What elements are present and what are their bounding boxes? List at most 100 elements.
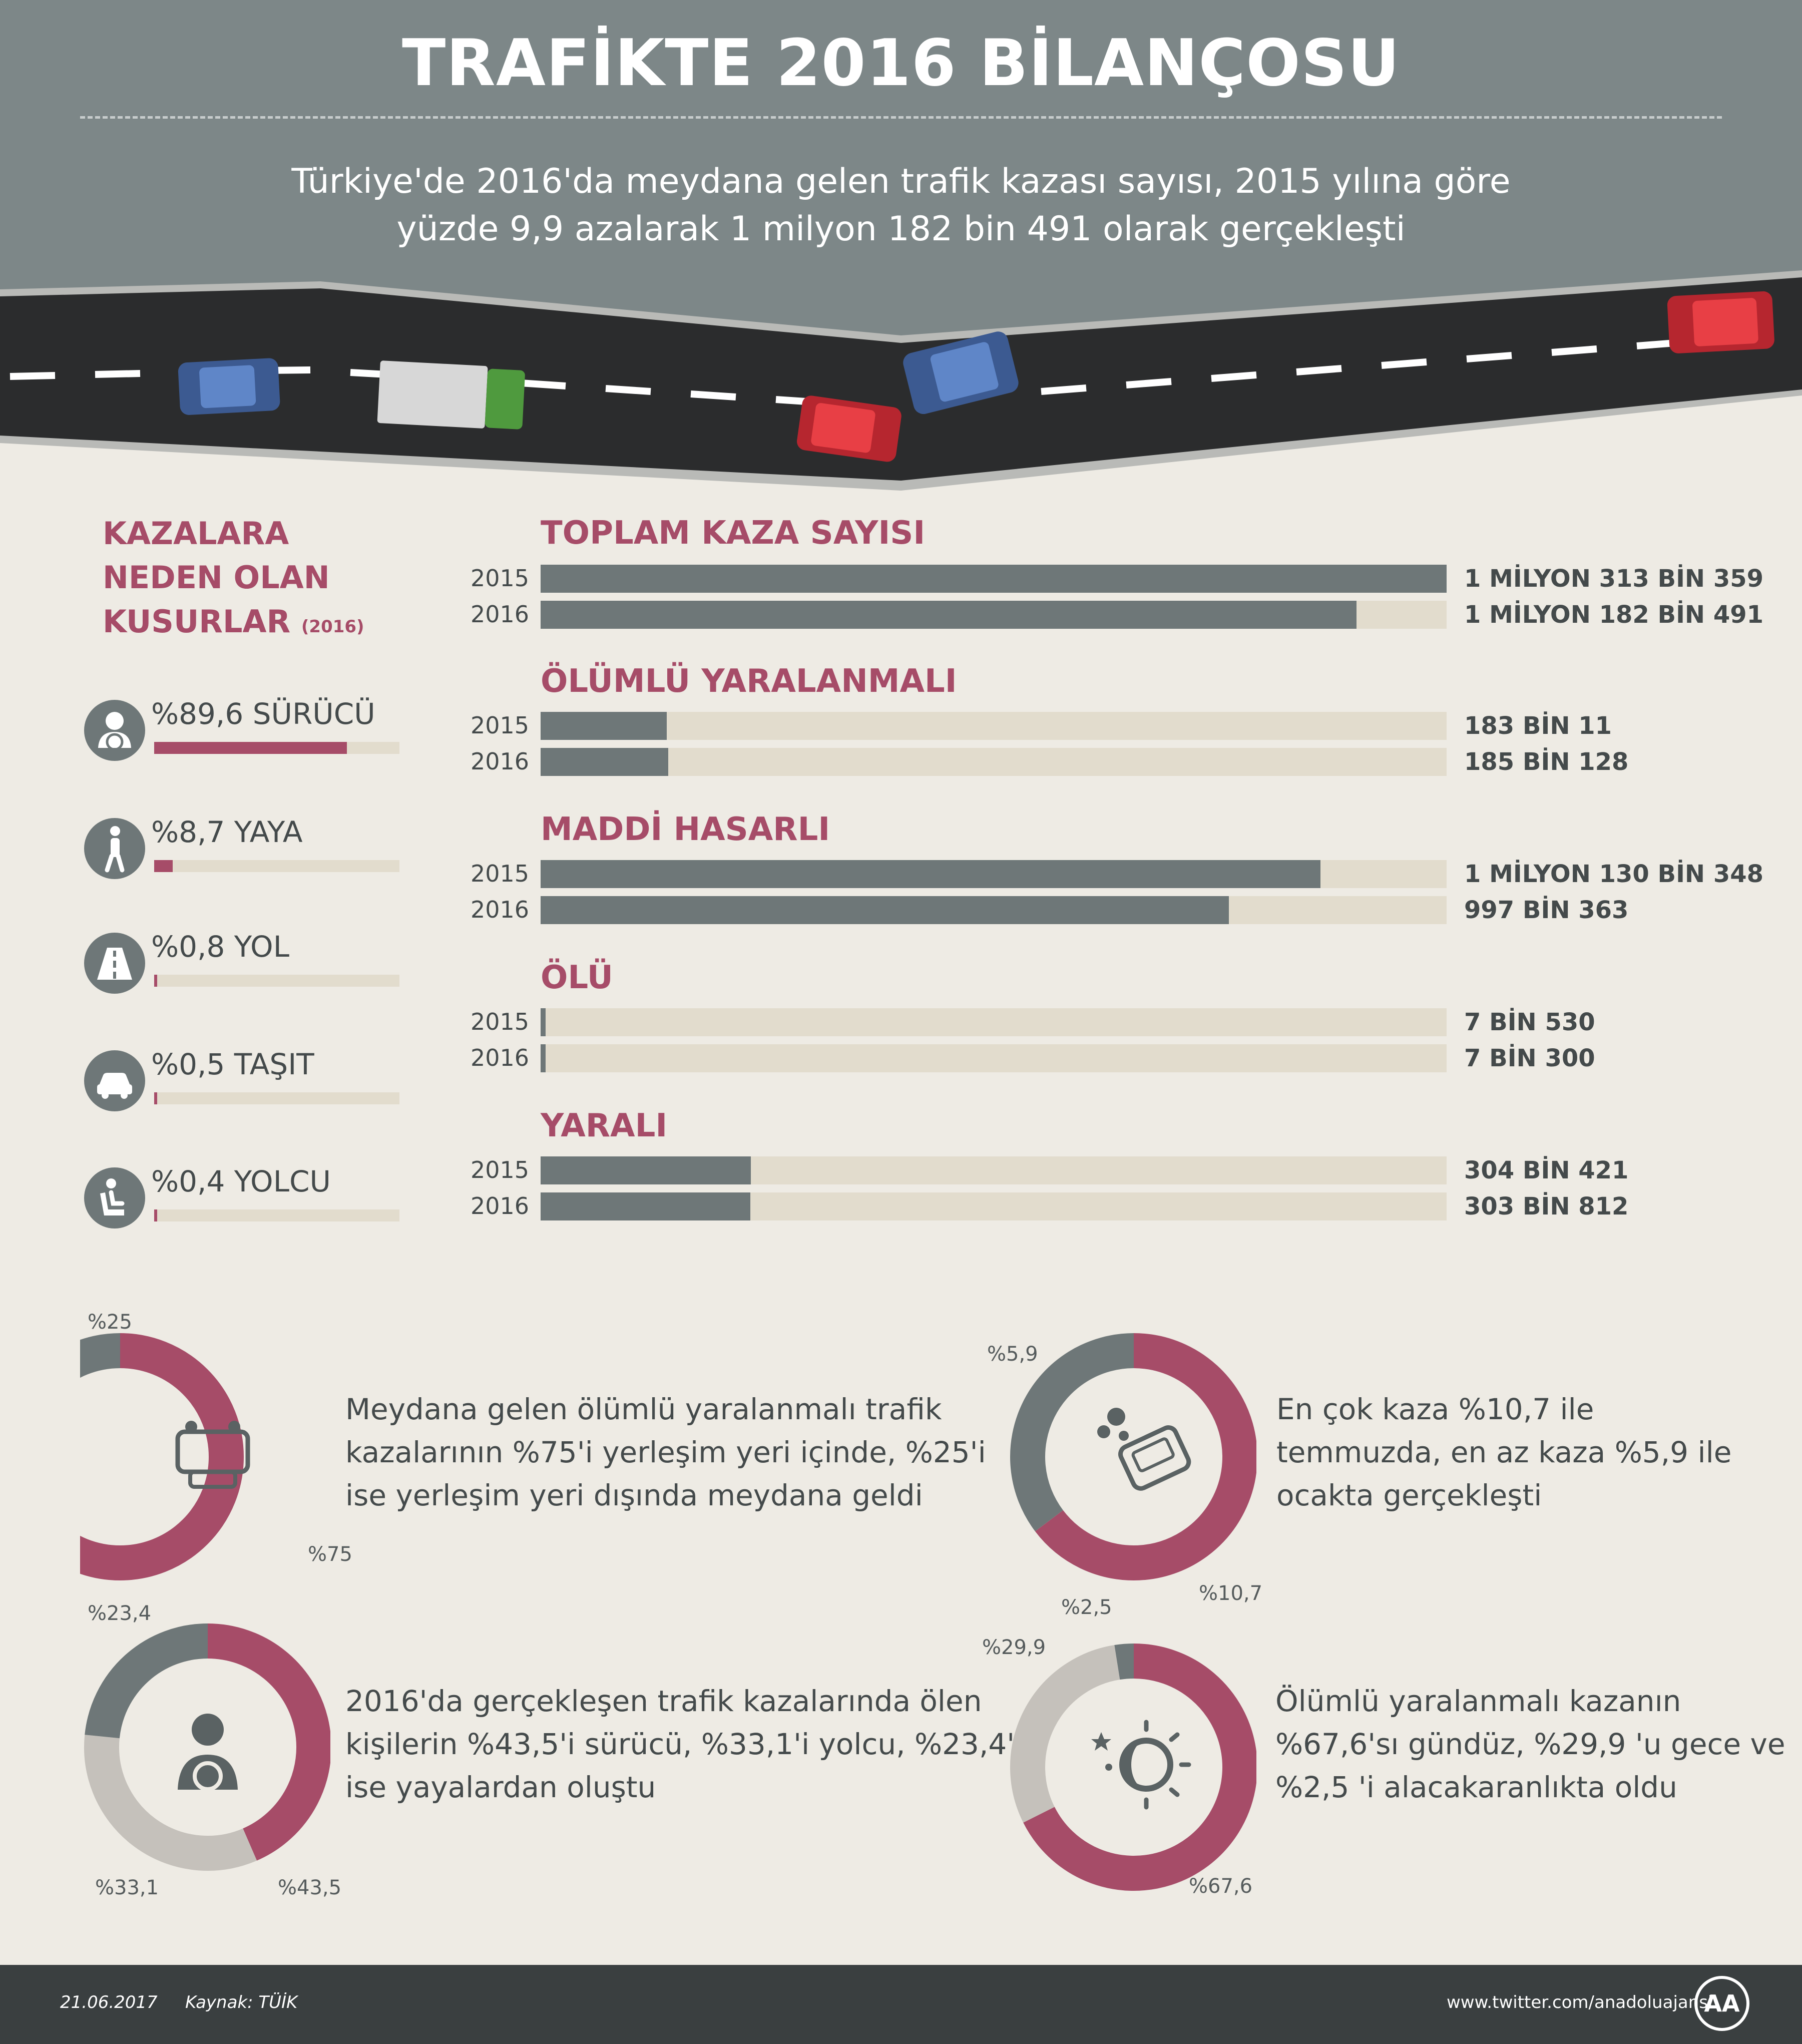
text-line: temmuzda, en az kaza %5,9 ile xyxy=(1276,1435,1732,1469)
year-label: 2016 xyxy=(471,748,530,775)
text-line: Meydana gelen ölümlü yaralanmalı trafik xyxy=(345,1392,942,1426)
donut-slice xyxy=(1010,1645,1120,1823)
fault-bar xyxy=(154,1209,157,1221)
day-night-icon xyxy=(1091,1720,1191,1810)
bar xyxy=(541,1044,546,1072)
text-line: En çok kaza %10,7 ile xyxy=(1276,1392,1594,1426)
bar-track xyxy=(541,896,1447,924)
truck xyxy=(377,360,525,430)
aa-logo-text: AA xyxy=(1704,1990,1740,2017)
road-surface xyxy=(0,277,1802,481)
year-label: 2015 xyxy=(471,712,530,739)
fault-bar-track xyxy=(154,860,399,872)
year-label: 2016 xyxy=(471,896,530,923)
crashed-car-icon xyxy=(1118,1425,1191,1491)
footer-twitter-link[interactable]: www.twitter.com/anadoluajansi xyxy=(1447,1992,1713,2012)
chart-title: MADDİ HASARLI xyxy=(541,811,830,848)
footer-date: 21.06.2017 xyxy=(60,1992,158,2012)
faults-title: KAZALARA NEDEN OLAN KUSURLAR (2016) xyxy=(103,512,364,649)
title-divider xyxy=(80,116,1722,119)
fault-bar-track xyxy=(154,1092,399,1104)
text-line: ocakta gerçekleşti xyxy=(1276,1478,1542,1512)
fault-label: %0,8 YOL xyxy=(151,930,290,964)
bar xyxy=(541,601,1357,629)
overturned-car-icon xyxy=(175,1421,250,1489)
footer-source: Kaynak: TÜİK xyxy=(185,1992,298,2012)
fault-bar-track xyxy=(154,975,399,987)
donut-slice xyxy=(80,1333,244,1580)
text-line: ise yerleşim yeri dışında meydana geldi xyxy=(345,1478,923,1512)
donut-chart-settlement xyxy=(80,1333,250,1580)
bar xyxy=(541,1008,546,1036)
road-icon xyxy=(84,933,145,994)
faults-title-line: KUSURLAR (2016) xyxy=(103,600,364,649)
car-icon xyxy=(84,1050,145,1111)
bar xyxy=(541,896,1229,924)
chart-title: TOPLAM KAZA SAYISI xyxy=(541,515,926,552)
text-line: %67,6'sı gündüz, %29,9 'u gece ve xyxy=(1275,1727,1785,1761)
donut-slice xyxy=(207,1623,330,1861)
value-label: 1 MİLYON 313 BİN 359 xyxy=(1464,565,1764,593)
text-line: ise yayalardan oluştu xyxy=(345,1770,656,1804)
red-car-center xyxy=(797,395,902,462)
driver-icon-large xyxy=(178,1714,238,1791)
year-label: 2016 xyxy=(471,601,530,628)
bar-track xyxy=(541,565,1447,593)
fault-item-vehicle: %0,5 TAŞIT xyxy=(84,1047,399,1130)
aa-logo: AA xyxy=(1694,1976,1749,2031)
bar-track xyxy=(541,1044,1447,1072)
donut-description: En çok kaza %10,7 ile temmuzda, en az ka… xyxy=(1276,1388,1731,1517)
bar xyxy=(541,1156,751,1184)
donut-chart-daytime xyxy=(1010,1644,1256,1891)
bar-track xyxy=(541,601,1447,629)
driver-icon xyxy=(84,700,145,761)
subtitle: Türkiye'de 2016'da meydana gelen trafik … xyxy=(100,158,1702,253)
donut-slice xyxy=(1114,1644,1134,1680)
fault-bar xyxy=(154,1092,157,1104)
donut-slice xyxy=(80,1333,121,1378)
donut-description: Ölümlü yaralanmalı kazanın %67,6'sı günd… xyxy=(1275,1680,1785,1809)
fault-bar xyxy=(154,860,173,872)
donut-slice xyxy=(1023,1644,1256,1891)
fault-label: %0,5 TAŞIT xyxy=(151,1047,314,1081)
passenger-icon xyxy=(84,1167,145,1229)
donut-description: Meydana gelen ölümlü yaralanmalı trafik … xyxy=(345,1388,986,1517)
bar xyxy=(541,565,1447,593)
donut-chart-victims xyxy=(84,1623,330,1871)
value-label: 7 BİN 530 xyxy=(1464,1008,1595,1036)
value-label: 7 BİN 300 xyxy=(1464,1044,1595,1072)
text-line: Ölümlü yaralanmalı kazanın xyxy=(1275,1684,1681,1718)
text-line: kazalarının %75'i yerleşim yeri içinde, … xyxy=(345,1435,986,1469)
subtitle-line-2: yüzde 9,9 azalarak 1 milyon 182 bin 491 … xyxy=(396,209,1406,249)
fault-item-pedestrian: %8,7 YAYA xyxy=(84,815,399,898)
donut-slice xyxy=(85,1623,208,1739)
bar-track xyxy=(541,1156,1447,1184)
donut-slice xyxy=(1010,1333,1134,1531)
value-label: 185 BİN 128 xyxy=(1464,748,1629,776)
year-label: 2015 xyxy=(471,565,530,592)
bar xyxy=(541,748,668,776)
text-line: 2016'da gerçekleşen trafik kazalarında ö… xyxy=(345,1684,982,1718)
slice-label: %75 xyxy=(308,1543,352,1566)
fault-bar-track xyxy=(154,1209,399,1221)
page-title: TRAFİKTE 2016 BİLANÇOSU xyxy=(401,26,1401,101)
fault-label: %8,7 YAYA xyxy=(151,815,303,849)
donut-slice xyxy=(84,1735,257,1871)
year-label: 2015 xyxy=(471,1008,530,1035)
chart-title: YARALI xyxy=(541,1107,668,1144)
value-label: 1 MİLYON 182 BİN 491 xyxy=(1464,601,1764,629)
bar-track xyxy=(541,748,1447,776)
donut-chart-months xyxy=(1010,1333,1256,1580)
slice-label: %33,1 xyxy=(95,1876,159,1899)
bar-track xyxy=(541,1192,1447,1220)
slice-label: %67,6 xyxy=(1189,1875,1253,1898)
year-label: 2016 xyxy=(471,1044,530,1071)
slice-label: %2,5 xyxy=(1061,1596,1112,1619)
faults-title-line: NEDEN OLAN xyxy=(103,559,330,596)
value-label: 1 MİLYON 130 BİN 348 xyxy=(1464,860,1764,888)
slice-label: %10,7 xyxy=(1199,1582,1263,1605)
lane-markings xyxy=(10,332,1767,406)
subtitle-line-1: Türkiye'de 2016'da meydana gelen trafik … xyxy=(291,162,1511,201)
chart-title: ÖLÜMLÜ YARALANMALI xyxy=(541,663,957,700)
